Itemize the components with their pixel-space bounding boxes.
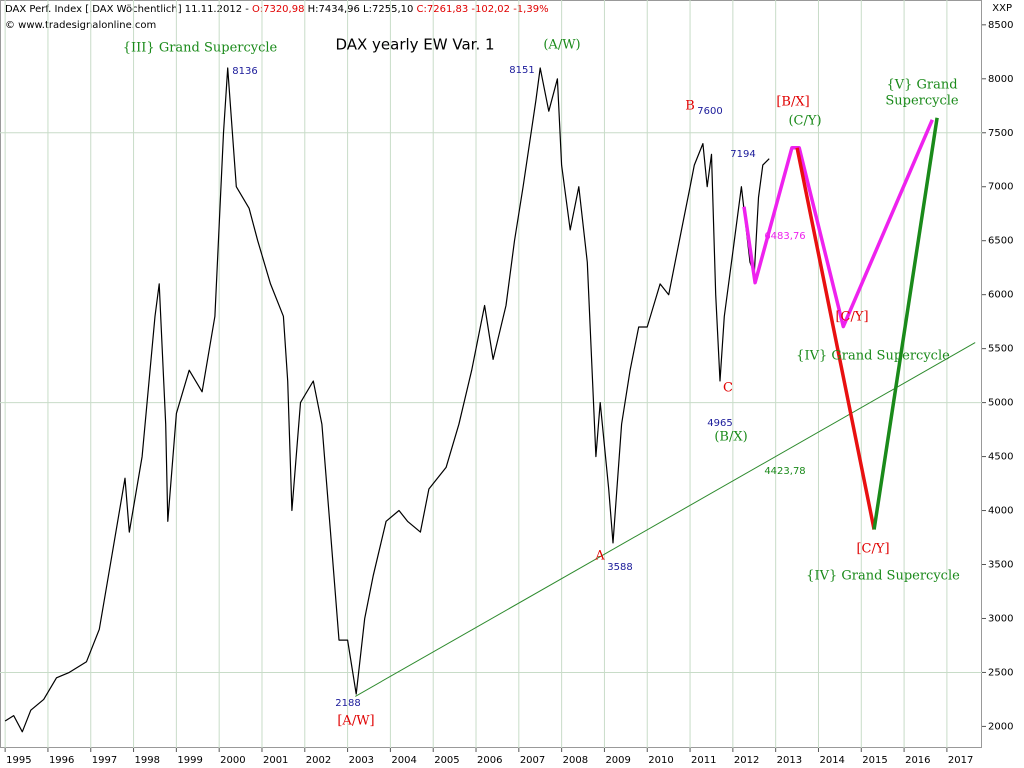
- annotation: 8136: [232, 66, 257, 77]
- header-part: O:7320,98: [252, 4, 304, 15]
- x-tick-label: 2011: [691, 755, 716, 766]
- x-tick-label: 2016: [905, 755, 930, 766]
- annotation: C: [723, 381, 733, 396]
- x-tick-label: 1998: [135, 755, 160, 766]
- x-tick-label: 2008: [563, 755, 588, 766]
- annotation: [B/X]: [776, 95, 809, 110]
- annotation: 4423,78: [764, 466, 805, 477]
- y-tick-label: 6000: [988, 290, 1013, 301]
- y-tick-label: 8500: [988, 20, 1013, 31]
- x-tick-label: 2006: [477, 755, 502, 766]
- y-tick-label: 4000: [988, 506, 1013, 517]
- x-tick-label: 2000: [220, 755, 245, 766]
- y-tick-label: 3000: [988, 613, 1013, 624]
- header-part: H:7434,96: [304, 4, 359, 15]
- x-tick-label: 2003: [349, 755, 374, 766]
- annotation: B: [685, 99, 695, 114]
- annotation: 2188: [335, 698, 360, 709]
- annotation: [C/Y]: [835, 310, 868, 325]
- projection-line: [795, 147, 876, 530]
- y-tick-label: 2500: [988, 667, 1013, 678]
- annotation: Supercycle: [885, 94, 959, 109]
- annotation: (C/Y): [788, 114, 821, 129]
- plot-frame: [0, 0, 982, 748]
- y-tick-label: 4500: [988, 452, 1013, 463]
- annotation: {III} Grand Supercycle: [123, 41, 278, 56]
- annotation: {IV} Grand Supercycle: [796, 349, 950, 364]
- annotation: [A/W]: [337, 714, 374, 729]
- x-tick-label: 2001: [263, 755, 288, 766]
- y-tick-label: 7000: [988, 182, 1013, 193]
- y-tick-label: 3500: [988, 560, 1013, 571]
- header-part: C:7261,83 -102,02 -1,39%: [413, 4, 548, 15]
- annotation: A: [594, 549, 605, 564]
- projection-line: [355, 342, 976, 697]
- annotation: 7194: [730, 149, 755, 160]
- annotation: 8151: [509, 65, 534, 76]
- y-tick-label: 5000: [988, 398, 1013, 409]
- annotation: 4965: [707, 418, 732, 429]
- projection-line: [872, 117, 939, 530]
- x-tick-label: 2017: [948, 755, 973, 766]
- x-tick-label: 2014: [819, 755, 844, 766]
- x-tick-label: 2015: [862, 755, 887, 766]
- y-tick-label: 7500: [988, 128, 1013, 139]
- x-tick-label: 2005: [434, 755, 459, 766]
- x-tick-label: 2013: [777, 755, 802, 766]
- annotation: {V} Grand: [886, 78, 957, 93]
- y-tick-label: 2000: [988, 721, 1013, 732]
- annotation: 7600: [697, 106, 722, 117]
- header: DAX Perf. Index [.DAX Wöchentlich] 11.11…: [5, 4, 549, 15]
- y-tick-label: 8000: [988, 74, 1013, 85]
- x-tick-label: 1999: [177, 755, 202, 766]
- price-line: [4, 67, 770, 733]
- y-axis-label: XXP: [992, 3, 1012, 14]
- x-tick-label: 1996: [49, 755, 74, 766]
- annotation: (A/W): [543, 38, 580, 53]
- x-tick-label: 2009: [605, 755, 630, 766]
- x-tick-label: 2012: [734, 755, 759, 766]
- source: © www.tradesignalonline.com: [5, 20, 156, 31]
- header-part: DAX Perf. Index [.DAX Wöchentlich] 11.11…: [5, 4, 252, 15]
- x-tick-label: 2002: [306, 755, 331, 766]
- x-tick-label: 2010: [648, 755, 673, 766]
- annotation: [C/Y]: [856, 542, 889, 557]
- projection-line: [742, 119, 934, 329]
- annotation: {IV} Grand Supercycle: [806, 569, 960, 584]
- annotation: 6483,76: [764, 231, 805, 242]
- annotation: (B/X): [714, 430, 747, 445]
- x-tick-label: 2004: [391, 755, 416, 766]
- y-tick-label: 6500: [988, 236, 1013, 247]
- x-tick-label: 1995: [6, 755, 31, 766]
- y-tick-label: 5500: [988, 344, 1013, 355]
- header-part: L:7255,10: [360, 4, 413, 15]
- x-tick-label: 2007: [520, 755, 545, 766]
- x-tick-label: 1997: [92, 755, 117, 766]
- annotation: 3588: [607, 562, 632, 573]
- annotation: DAX yearly EW Var. 1: [335, 36, 494, 54]
